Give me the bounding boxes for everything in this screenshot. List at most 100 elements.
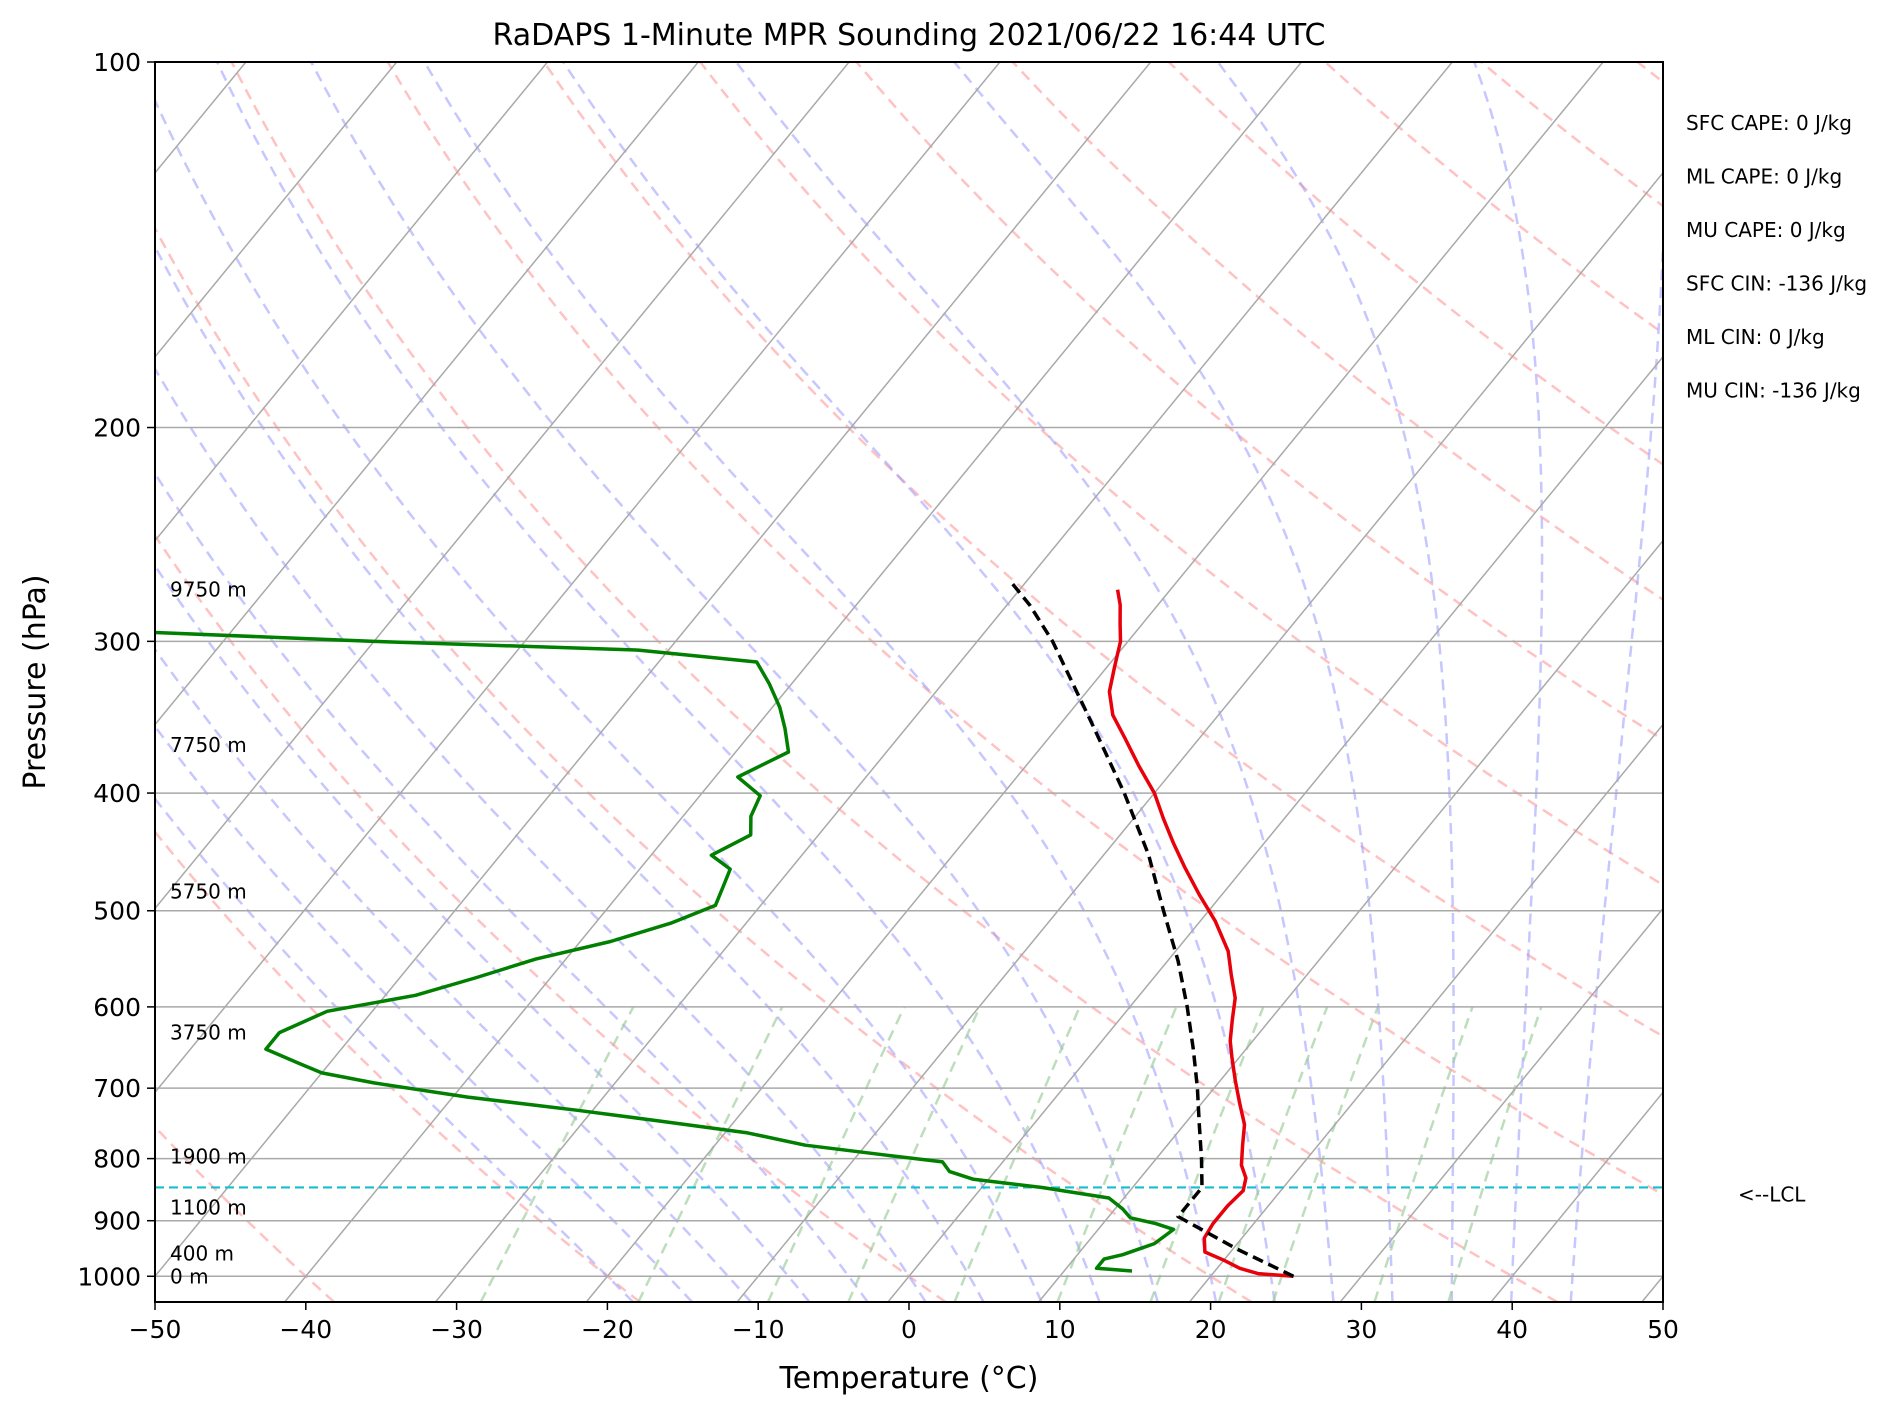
y-tick-label: 200 (93, 414, 141, 443)
x-tick-label: 30 (1345, 1315, 1377, 1344)
parameter-value: SFC CAPE: 0 J/kg (1686, 111, 1852, 135)
isotherm-line (887, 355, 1663, 1302)
sounding-series (155, 580, 1295, 1279)
isotherm-line (155, 62, 699, 726)
moist-adiabat-line (1569, 218, 1663, 1302)
moist-adiabat-line (155, 366, 927, 1302)
x-axis-title: Temperature (°C) (779, 1361, 1039, 1396)
y-tick-label: 900 (93, 1207, 141, 1236)
altitude-label: 1100 m (170, 1196, 247, 1220)
mixing-ratio-lines (479, 1006, 1543, 1302)
altitude-label: 3750 m (170, 1021, 247, 1045)
x-tick-label: −20 (581, 1315, 634, 1344)
isotherm-line (434, 62, 1453, 1302)
x-tick-label: 10 (1044, 1315, 1076, 1344)
parameter-value: MU CAPE: 0 J/kg (1686, 218, 1846, 242)
mixing-ratio-line (1056, 1006, 1178, 1302)
moist-adiabat-line (1473, 62, 1544, 1302)
x-axis-ticks: −50 −40 −30 −20 −10 0 10 20 30 40 50 (129, 1302, 1679, 1344)
altitude-label: 400 m (170, 1242, 234, 1266)
isotherm-line (1793, 62, 1899, 1302)
dry-adiabat-line (1794, 62, 1899, 1302)
isotherm-line (1490, 1091, 1663, 1302)
plot-frame (154, 61, 1664, 1303)
dry-adiabat-line (230, 62, 1559, 1302)
x-tick-label: −50 (129, 1315, 182, 1344)
isotherm-line (585, 62, 1604, 1302)
y-tick-label: 600 (93, 993, 141, 1022)
dry-adiabat-line (1480, 62, 1663, 208)
dry-adiabat-line (1324, 62, 1663, 335)
altitude-labels: 9750 m 7750 m 5750 m 3750 m 1900 m 1100 m 400 … (170, 578, 247, 1289)
parameter-value: SFC CIN: -136 J/kg (1686, 272, 1867, 296)
parameter-value: ML CAPE: 0 J/kg (1686, 165, 1842, 189)
parameter-panel: SFC CAPE: 0 J/kg ML CAPE: 0 J/kg MU CAPE: … (1686, 111, 1867, 403)
x-tick-label: 40 (1496, 1315, 1528, 1344)
isotherm-line (155, 62, 850, 910)
dry-adiabats (155, 62, 1899, 1302)
altitude-label: 9750 m (170, 578, 247, 602)
moist-adiabat-line (1216, 62, 1455, 1302)
moist-adiabats (155, 62, 1663, 1302)
dry-adiabat-line (1168, 62, 1663, 466)
y-tick-label: 300 (93, 627, 141, 656)
moist-adiabat-line (423, 62, 1218, 1302)
altitude-label: 0 m (170, 1264, 209, 1288)
mixing-ratio-line (637, 1006, 784, 1302)
parameter-value: MU CIN: -136 J/kg (1686, 379, 1861, 403)
isobars (155, 62, 1663, 1278)
dry-adiabat-line (1011, 62, 1663, 602)
moist-adiabat-line (155, 563, 811, 1302)
dry-adiabat-line (699, 62, 1663, 887)
mixing-ratio-line (953, 1006, 1081, 1302)
parameter-value: ML CIN: 0 J/kg (1686, 325, 1825, 349)
y-tick-label: 500 (93, 897, 141, 926)
dry-adiabat-line (386, 62, 1663, 1196)
mixing-ratio-line (1149, 1006, 1265, 1302)
dewpoint-line (155, 630, 1176, 1273)
x-tick-label: 50 (1647, 1315, 1679, 1344)
isotherms (155, 62, 1899, 1302)
lcl-label: <--LCL (1738, 1183, 1806, 1207)
moist-adiabat-line (215, 62, 1101, 1302)
altitude-label: 5750 m (170, 879, 247, 903)
moist-adiabat-line (155, 244, 985, 1302)
x-tick-label: 20 (1195, 1315, 1227, 1344)
dry-adiabat-line (155, 225, 1253, 1302)
moist-adiabat-line (155, 796, 634, 1302)
altitude-label: 1900 m (170, 1145, 247, 1169)
moist-adiabat-line (309, 62, 1159, 1302)
moist-adiabat-line (155, 647, 752, 1302)
y-tick-label: 400 (93, 779, 141, 808)
y-tick-label: 1000 (77, 1262, 141, 1291)
mixing-ratio-line (1271, 1006, 1380, 1302)
isotherm-line (1339, 907, 1663, 1302)
isotherm-line (155, 62, 549, 542)
x-tick-label: −40 (279, 1315, 332, 1344)
x-tick-label: 0 (901, 1315, 917, 1344)
mixing-ratio-line (479, 1006, 635, 1302)
y-tick-label: 100 (93, 48, 141, 77)
chart-title: RaDAPS 1-Minute MPR Sounding 2021/06/22 … (493, 18, 1326, 53)
isotherm-line (155, 62, 1152, 1278)
isotherm-line (155, 62, 1001, 1094)
moist-adiabat-line (155, 97, 1043, 1302)
y-axis-title: Pressure (hPa) (18, 574, 53, 789)
moist-adiabat-line (155, 471, 869, 1302)
dry-adiabat-line (155, 533, 947, 1302)
isotherm-line (1188, 723, 1663, 1302)
y-axis-ticks: 100 200 300 400 500 600 700 800 900 1000 (77, 48, 155, 1291)
x-tick-label: −10 (732, 1315, 785, 1344)
dry-adiabat-line (1636, 62, 1663, 84)
isotherm-line (155, 62, 398, 358)
mixing-ratio-line (1373, 1006, 1474, 1302)
moist-adiabat-line (953, 62, 1394, 1302)
isotherm-line (284, 62, 1303, 1302)
isotherm-line (1641, 1275, 1663, 1302)
dry-adiabat-line (855, 62, 1663, 742)
altitude-label: 7750 m (170, 733, 247, 757)
temperature-line (1107, 589, 1294, 1279)
mixing-ratio-line (847, 1006, 982, 1302)
parcel-line (1009, 580, 1295, 1278)
